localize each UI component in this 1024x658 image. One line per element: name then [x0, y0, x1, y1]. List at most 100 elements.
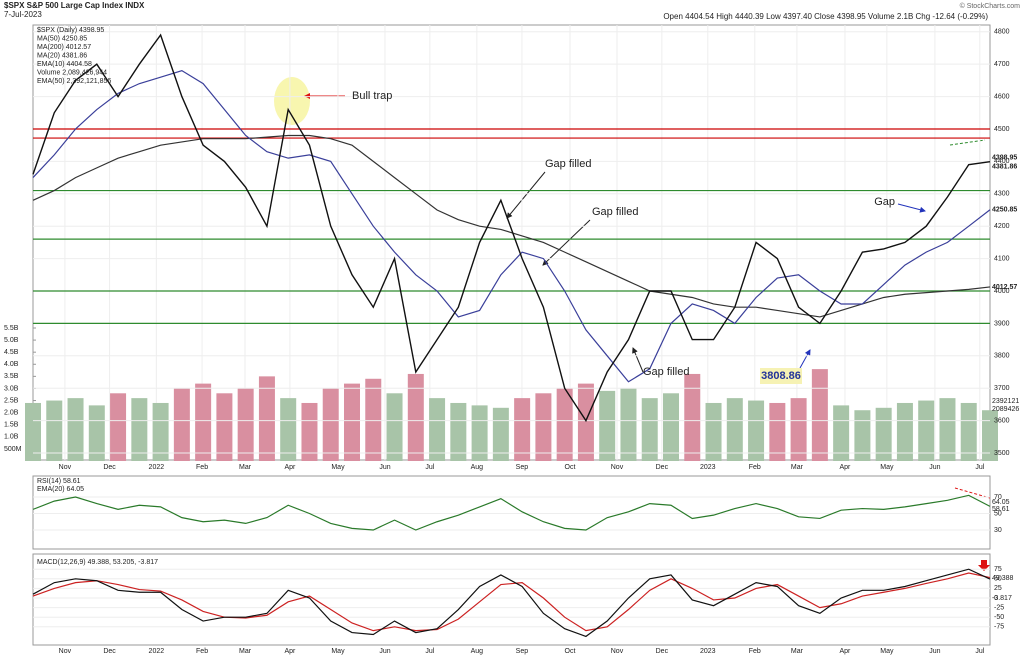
- trendline: [949, 139, 986, 146]
- volume-bar: [471, 405, 488, 461]
- value-tag: 64.05: [992, 499, 1010, 506]
- x-tick-label: Apr: [840, 648, 852, 655]
- y-tick-label: 4600: [994, 93, 1010, 100]
- arrow: [542, 219, 591, 266]
- x-tick-label: Jun: [379, 648, 390, 655]
- y-tick-label: 50: [994, 576, 1002, 583]
- volume-bar: [344, 383, 360, 461]
- x-tick-label: Oct: [565, 648, 576, 655]
- y-tick-label: 4200: [994, 223, 1010, 230]
- annotation: Gap: [874, 196, 895, 208]
- label-bg: [760, 368, 802, 384]
- value-tag: 2392121: [992, 398, 1019, 405]
- x-tick-label: Jun: [929, 648, 940, 655]
- arrow: [897, 203, 926, 213]
- y-tick-label: -75: [994, 624, 1004, 631]
- volume-bar: [195, 383, 212, 461]
- x-tick-label: Jul: [975, 648, 984, 655]
- x-tick-label: Mar: [791, 464, 804, 471]
- volume-bar: [960, 402, 977, 461]
- volume-bar: [556, 388, 573, 461]
- x-tick-label: Nov: [611, 648, 624, 655]
- volume-bar: [429, 398, 446, 461]
- x-tick-label: Apr: [284, 464, 296, 471]
- trendline: [954, 487, 991, 499]
- x-tick-label: Oct: [565, 464, 576, 471]
- x-tick-label: Feb: [196, 648, 208, 655]
- volume-bar: [386, 393, 403, 461]
- volume-bar: [216, 393, 233, 461]
- volume-bar: [705, 402, 722, 461]
- y-tick-label: 4500: [994, 126, 1010, 133]
- x-tick-label: 2023: [700, 464, 716, 471]
- x-tick-label: Dec: [656, 464, 669, 471]
- x-tick-label: Feb: [196, 464, 208, 471]
- volume-bar: [663, 393, 679, 461]
- value-tag: 49.388: [992, 575, 1014, 582]
- volume-bar: [365, 378, 382, 461]
- legend-entry: MA(50) 4250.85: [37, 35, 87, 42]
- y-tick-label: 3500: [994, 450, 1010, 457]
- x-tick-label: Jul: [425, 464, 434, 471]
- volume-bar: [641, 398, 658, 461]
- volume-bar: [67, 398, 84, 461]
- x-tick-label: Feb: [749, 648, 761, 655]
- x-tick-label: Sep: [516, 648, 529, 655]
- legend-entry: MA(20) 4381.86: [37, 52, 87, 59]
- x-tick-label: 2022: [149, 648, 165, 655]
- y-tick-label: 5.0B: [4, 337, 19, 344]
- down-arrow: [978, 560, 990, 571]
- y-tick-label: 3900: [994, 320, 1010, 327]
- credit: © StockCharts.com: [960, 2, 1021, 10]
- annotation: Gap filled: [545, 158, 591, 170]
- legend-entry: $SPX (Daily) 4398.95: [37, 27, 104, 34]
- volume-bar: [790, 398, 807, 461]
- legend-entry: MACD(12,26,9) 49.388, 53.205, -3.817: [37, 559, 158, 566]
- x-tick-label: Jul: [975, 464, 984, 471]
- ma200-line: [32, 134, 991, 318]
- volume-bar: [514, 398, 531, 461]
- volume-bar: [726, 398, 743, 461]
- x-tick-label: May: [331, 648, 345, 655]
- x-tick-label: Jun: [379, 464, 390, 471]
- volume-bar: [301, 402, 318, 461]
- volume-bar: [88, 405, 105, 461]
- x-tick-label: Nov: [59, 464, 72, 471]
- x-tick-label: Dec: [656, 648, 669, 655]
- volume-bar: [46, 400, 63, 461]
- quote: Open 4404.54 High 4440.39 Low 4397.40 Cl…: [663, 12, 988, 21]
- y-tick-label: 5.5B: [4, 325, 19, 332]
- y-tick-label: -25: [994, 604, 1004, 611]
- x-tick-label: Nov: [59, 648, 72, 655]
- volume-bar: [982, 410, 998, 461]
- volume-bar: [407, 373, 424, 461]
- x-tick-label: Nov: [611, 464, 624, 471]
- x-tick-label: Feb: [749, 464, 761, 471]
- legend-entry: EMA(10) 4404.58: [37, 61, 92, 68]
- value-tag: 4012.57: [992, 284, 1017, 291]
- volume-bar: [854, 410, 871, 461]
- volume-bar: [748, 400, 765, 461]
- y-tick-label: 1.0B: [4, 434, 19, 441]
- y-tick-label: 3800: [994, 353, 1010, 360]
- y-tick-label: 2.0B: [4, 409, 19, 416]
- x-tick-label: 2022: [149, 464, 165, 471]
- volume-bar: [152, 402, 169, 461]
- x-tick-label: May: [880, 648, 894, 655]
- volume-bar: [25, 402, 41, 461]
- volume-bar: [322, 388, 339, 461]
- macd-panel: [32, 553, 991, 646]
- legend-entry: Volume 2,089,426,944: [37, 69, 107, 76]
- y-tick-label: 3.5B: [4, 373, 19, 380]
- y-tick-label: 50: [994, 510, 1002, 517]
- value-tag: 4250.85: [992, 207, 1017, 214]
- x-tick-label: Sep: [516, 464, 529, 471]
- volume-bar: [811, 369, 828, 461]
- volume-bar: [769, 402, 786, 461]
- legend-entry: EMA(50) 2,392,121,856: [37, 78, 111, 85]
- y-tick-label: 4400: [994, 158, 1010, 165]
- x-tick-label: Jul: [425, 648, 434, 655]
- rsi-panel: [32, 475, 991, 550]
- arrow: [799, 349, 811, 369]
